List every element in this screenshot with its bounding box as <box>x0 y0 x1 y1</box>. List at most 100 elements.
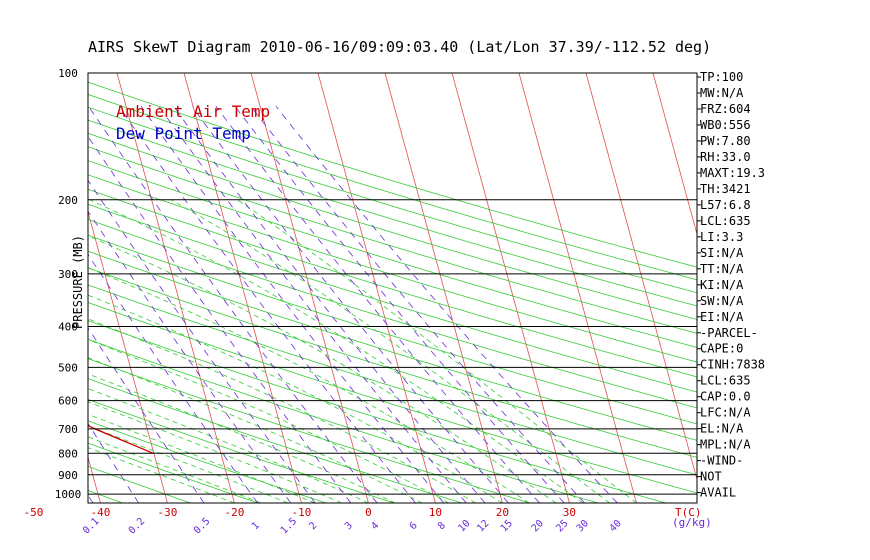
pressure-tick-label: 600 <box>58 395 78 408</box>
dry-adiabat-line <box>88 106 697 294</box>
moist-adiabat-line <box>88 447 235 503</box>
moist-adiabat-line <box>88 235 557 503</box>
isotherm-line <box>451 73 570 503</box>
index-label: CAP:0.0 <box>700 390 751 404</box>
dry-adiabat-line <box>88 81 697 268</box>
mixing-ratio-tick: 0.5 <box>192 516 213 537</box>
bottom-temp-tick: -50 <box>23 506 43 519</box>
isotherm-line <box>0 73 33 503</box>
mixing-ratio-line <box>275 106 618 503</box>
axis-labels: 1002003004005006007008009001000-120-110-… <box>23 67 711 537</box>
temp-unit-label: T(C) <box>675 506 702 519</box>
index-label: LI:3.3 <box>700 230 743 244</box>
dry-adiabat-line <box>88 188 697 378</box>
mixing-ratio-line <box>191 106 509 503</box>
mixing-ratio-tick: 1 <box>250 520 262 532</box>
dry-adiabat-line <box>88 160 697 348</box>
chart-title: AIRS SkewT Diagram 2010-06-16/09:09:03.4… <box>88 38 711 56</box>
mixing-ratio-tick: 0.1 <box>81 516 102 537</box>
index-label: -PARCEL- <box>700 326 758 340</box>
index-label: CAPE:0 <box>700 342 743 356</box>
mixing-ratio-line <box>173 106 486 503</box>
index-label: EL:N/A <box>700 422 744 436</box>
index-label: AVAIL <box>700 486 736 500</box>
pressure-tick-label: 500 <box>58 361 78 374</box>
isotherm-line <box>88 210 168 503</box>
mixing-ratio-tick: 30 <box>575 518 591 534</box>
dry-adiabat-line <box>88 420 327 503</box>
mixing-ratio-line <box>250 106 585 503</box>
mixing-ratio-line <box>88 106 378 503</box>
mixing-ratio-tick: 0.2 <box>127 516 148 537</box>
moist-adiabat-line <box>88 357 423 503</box>
moist-adiabat-line <box>88 425 289 503</box>
mixing-ratio-line <box>118 106 416 503</box>
pressure-tick-label: 800 <box>58 447 78 460</box>
mixing-ratio-tick: 20 <box>530 518 546 534</box>
mixing-ratio-line <box>88 179 316 503</box>
mixing-ratio-line <box>88 135 352 503</box>
index-label: SW:N/A <box>700 294 744 308</box>
moist-adiabat-line <box>88 401 342 503</box>
index-label: PW:7.80 <box>700 134 751 148</box>
index-label: L57:6.8 <box>700 198 751 212</box>
bottom-temp-tick: -10 <box>291 506 311 519</box>
bottom-temp-tick: 0 <box>365 506 372 519</box>
dry-adiabat-line <box>88 267 697 458</box>
moist-adiabat-line <box>88 339 449 503</box>
index-label: MW:N/A <box>700 86 744 100</box>
mixing-ratio-tick: 6 <box>408 520 420 532</box>
mixing-ratio-line <box>88 210 292 503</box>
moist-adiabat-line <box>237 199 637 503</box>
index-label: MPL:N/A <box>700 438 751 452</box>
moist-adiabat-line <box>88 318 476 503</box>
index-label: TH:3421 <box>700 182 751 196</box>
index-label: SI:N/A <box>700 246 744 260</box>
pressure-tick-label: 300 <box>58 268 78 281</box>
moist-adiabat-line <box>88 388 369 503</box>
pressure-tick-label: 700 <box>58 423 78 436</box>
index-label: LCL:635 <box>700 374 751 388</box>
dry-adiabat-line <box>88 219 697 409</box>
plot-border <box>87 72 698 504</box>
y-axis-label: PRESSURE (MB) <box>71 235 85 329</box>
dry-adiabat-line <box>88 250 697 441</box>
dry-adiabat-line <box>88 302 697 494</box>
index-label: FRZ:604 <box>700 102 751 116</box>
bottom-temp-tick: 30 <box>563 506 576 519</box>
dry-adiabat-line <box>88 174 697 363</box>
dry-adiabat-line <box>88 320 667 503</box>
dry-adiabat-line <box>88 146 697 334</box>
index-label: LCL:635 <box>700 214 751 228</box>
stability-indices-panel: TP:100 MW:N/A FRZ:604 WB0:556 PW:7.80 RH:33.0… <box>697 70 765 500</box>
moist-adiabat-line <box>89 199 584 503</box>
index-label: -WIND- <box>700 454 743 468</box>
mixing-ratio-tick: 2 <box>307 520 319 532</box>
dry-adiabat-line <box>88 338 599 503</box>
isotherm-line <box>518 73 637 503</box>
dry-adiabat-line <box>88 203 697 393</box>
index-label: RH:33.0 <box>700 150 751 164</box>
moist-adiabat-line <box>88 294 503 503</box>
index-label: LFC:N/A <box>700 406 751 420</box>
index-label: CINH:7838 <box>700 358 765 372</box>
mixing-ratio-tick: 15 <box>499 518 515 534</box>
mixing-ratio-tick: 10 <box>456 518 472 534</box>
isotherm-line <box>585 73 697 481</box>
mixing-ratio-tick: 4 <box>369 520 381 532</box>
isotherm-line <box>116 73 235 503</box>
index-label: KI:N/A <box>700 278 744 292</box>
bottom-temp-tick: 10 <box>429 506 442 519</box>
mixing-ratio-line <box>158 106 467 503</box>
index-label: NOT <box>700 470 722 484</box>
mixing-ratio-line <box>88 422 140 503</box>
mixing-ratio-line <box>215 106 540 503</box>
mixing-ratio-line <box>234 106 565 503</box>
index-label: TT:N/A <box>700 262 744 276</box>
plot-frame <box>87 72 698 504</box>
legend-dew-point-temp: Dew Point Temp <box>116 124 251 143</box>
mixing-ratio-tick: 40 <box>608 518 624 534</box>
grid-lines <box>0 73 697 503</box>
dry-adiabat-line <box>0 73 54 503</box>
dry-adiabat-line <box>88 358 531 503</box>
